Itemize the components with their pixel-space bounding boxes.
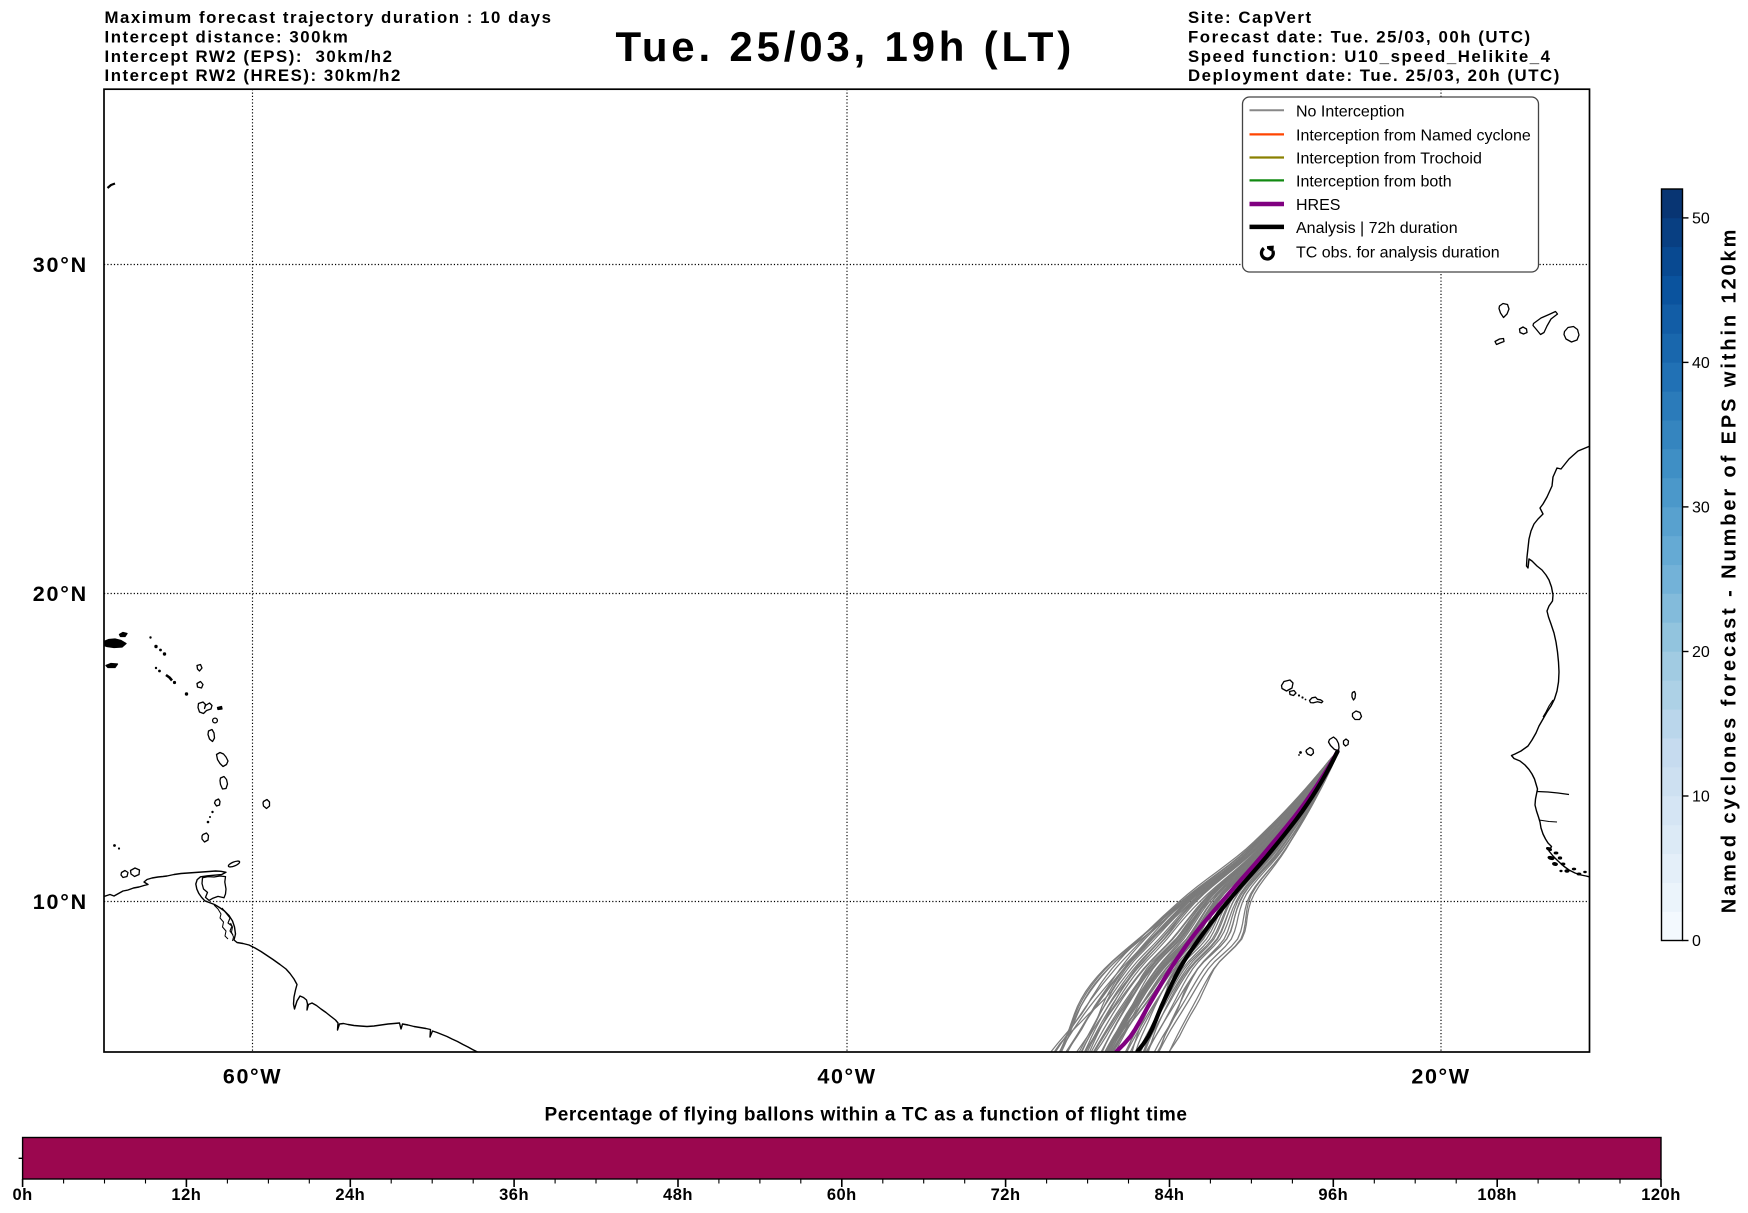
svg-text:No Interception: No Interception — [1296, 103, 1405, 120]
svg-text:Interception from Trochoid: Interception from Trochoid — [1296, 151, 1482, 168]
svg-text:24h: 24h — [335, 1186, 365, 1204]
svg-text:TC obs. for analysis duration: TC obs. for analysis duration — [1296, 245, 1500, 262]
svg-text:30: 30 — [1692, 499, 1710, 516]
svg-text:96h: 96h — [1318, 1186, 1348, 1204]
svg-text:Interception from Named cyclon: Interception from Named cyclone — [1296, 127, 1531, 144]
svg-text:Named cyclones forecast - Numb: Named cyclones forecast - Number of EPS … — [1719, 227, 1741, 914]
svg-text:60°W: 60°W — [223, 1065, 282, 1089]
svg-text:Tue. 25/03, 19h (LT): Tue. 25/03, 19h (LT) — [616, 23, 1076, 70]
svg-text:40: 40 — [1692, 355, 1710, 372]
svg-text:Analysis | 72h duration: Analysis | 72h duration — [1296, 220, 1458, 237]
svg-text:Forecast date: Tue. 25/03, 00h: Forecast date: Tue. 25/03, 00h (UTC) — [1188, 27, 1532, 46]
svg-text:108h: 108h — [1477, 1186, 1517, 1204]
svg-text:Intercept RW2 (HRES): 30km/h2: Intercept RW2 (HRES): 30km/h2 — [105, 66, 402, 85]
svg-text:20°W: 20°W — [1411, 1065, 1470, 1089]
svg-text:10: 10 — [1692, 789, 1710, 806]
svg-text:Site: CapVert: Site: CapVert — [1188, 8, 1313, 27]
svg-text:60h: 60h — [827, 1186, 857, 1204]
svg-text:48h: 48h — [663, 1186, 693, 1204]
svg-text:50: 50 — [1692, 210, 1710, 227]
svg-text:84h: 84h — [1155, 1186, 1185, 1204]
svg-text:20°N: 20°N — [33, 582, 88, 606]
svg-text:30°N: 30°N — [33, 253, 88, 277]
svg-text:10°N: 10°N — [33, 890, 88, 914]
svg-text:Intercept RW2 (EPS): 30km/h2: Intercept RW2 (EPS): 30km/h2 — [105, 47, 394, 66]
svg-text:Interception from both: Interception from both — [1296, 173, 1452, 190]
svg-text:0h: 0h — [12, 1186, 32, 1204]
svg-text:120h: 120h — [1641, 1186, 1681, 1204]
svg-text:36h: 36h — [499, 1186, 529, 1204]
svg-text:0: 0 — [1692, 933, 1701, 950]
svg-text:Intercept distance: 300km: Intercept distance: 300km — [105, 27, 350, 46]
svg-text:HRES: HRES — [1296, 197, 1340, 214]
svg-text:40°W: 40°W — [817, 1065, 876, 1089]
svg-text:Percentage of flying ballons w: Percentage of flying ballons within a TC… — [544, 1105, 1187, 1126]
svg-text:Deployment date: Tue. 25/03, 2: Deployment date: Tue. 25/03, 20h (UTC) — [1188, 66, 1561, 85]
svg-text:12h: 12h — [171, 1186, 201, 1204]
svg-text:72h: 72h — [991, 1186, 1021, 1204]
svg-text:Speed function: U10_speed_Heli: Speed function: U10_speed_Helikite_4 — [1188, 47, 1552, 66]
svg-text:Maximum forecast trajectory du: Maximum forecast trajectory duration : 1… — [105, 8, 553, 27]
svg-text:20: 20 — [1692, 644, 1710, 661]
